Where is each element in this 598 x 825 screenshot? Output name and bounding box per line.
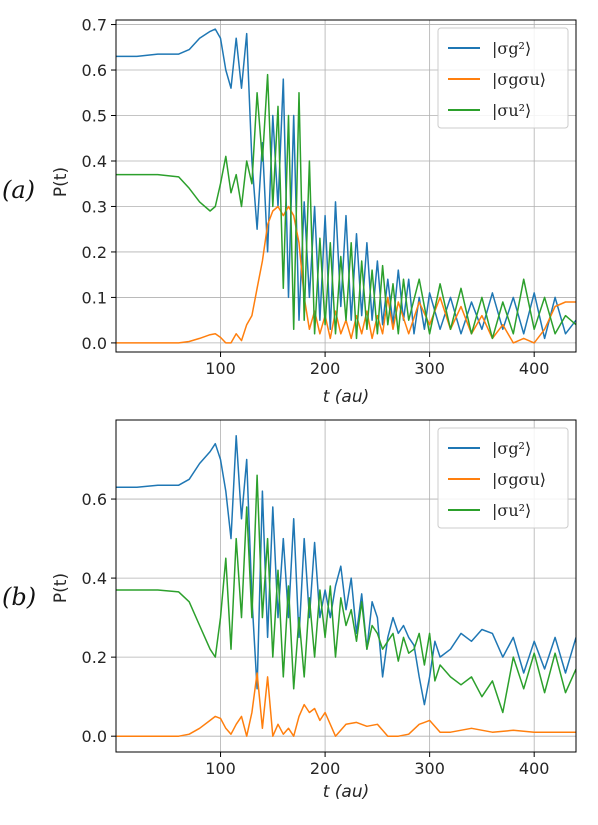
panel-a-ytick-label: 0.5 [82,107,107,126]
panel-b-ticks: 100 200 300 400 0.0 0.2 0.4 0.6 [82,490,550,778]
panel-a-label: (a) [2,176,35,204]
panel-a-xtick-label: 200 [310,359,341,378]
panel-b-ytick-label: 0.2 [82,648,107,667]
panel-a-series-1-line [116,205,576,344]
panel-a-ytick-label: 0.0 [82,334,107,353]
panel-a-ytick-label: 0.6 [82,61,107,80]
panel-a-frame [115,19,577,353]
panel-b: (b) P(t) t (au) 100 200 300 400 0.0 0.2 0.4 0.6… [2,419,577,802]
panel-b-frame [115,419,577,753]
panel-b-series-2-line [116,474,576,714]
panel-a-legend-label: |σg²⟩ [492,39,531,58]
panel-b-xtick-label: 100 [205,759,236,778]
panel-b-legend: |σg²⟩ |σgσu⟩ |σu²⟩ [437,427,569,529]
panel-a-legend-box [437,27,569,129]
panel-a-series-0-line [116,28,576,340]
panel-a-ytick-label: 0.7 [82,16,107,35]
panel-b-legend-label: |σu²⟩ [492,501,531,520]
panel-b-legend-label: |σgσu⟩ [492,470,546,489]
panel-a-ytick-label: 0.4 [82,152,107,171]
panel-a: (a) P(t) t (au) 100 200 300 400 0.0 0.1 0.2 0.3… [2,16,577,407]
panel-a-xlabel: t (au) [323,387,370,407]
panel-a-ylabel: P(t) [51,167,71,197]
panel-b-ylabel: P(t) [51,573,71,603]
panel-b-ytick-label: 0.6 [82,490,107,509]
panel-a-series-2-line [116,73,576,340]
panel-a-legend: |σg²⟩ |σgσu⟩ |σu²⟩ [437,27,569,129]
panel-b-xlabel: t (au) [323,782,370,802]
panel-b-ytick-label: 0.4 [82,569,107,588]
panel-a-xtick-label: 300 [414,359,445,378]
panel-b-series-0-line [116,435,576,706]
panel-b-series [116,435,576,737]
panel-a-xtick-label: 100 [205,359,236,378]
panel-a-ytick-label: 0.2 [82,243,107,262]
panel-a-ytick-label: 0.3 [82,197,107,216]
panel-b-xtick-label: 400 [519,759,550,778]
panel-a-xtick-label: 400 [519,359,550,378]
panel-b-xtick-label: 300 [414,759,445,778]
panel-b-xtick-label: 200 [310,759,341,778]
panel-a-ytick-label: 0.1 [82,288,107,307]
panel-b-series-1-line [116,672,576,737]
panel-b-ytick-label: 0.0 [82,727,107,746]
panel-a-legend-label: |σgσu⟩ [492,70,546,89]
panel-b-label: (b) [2,583,36,611]
panel-b-legend-box [437,427,569,529]
panel-a-legend-label: |σu²⟩ [492,101,531,120]
panel-a-series [116,28,576,344]
panel-b-legend-label: |σg²⟩ [492,439,531,458]
panel-a-ticks: 100 200 300 400 0.0 0.1 0.2 0.3 0.4 0.5 0.6 0.7 [82,16,550,378]
